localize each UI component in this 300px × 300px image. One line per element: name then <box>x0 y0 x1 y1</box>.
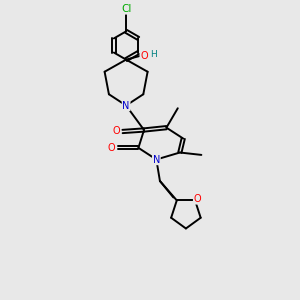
Text: H: H <box>150 50 157 59</box>
Text: N: N <box>153 154 160 164</box>
Text: O: O <box>194 194 201 204</box>
Text: O: O <box>112 127 120 136</box>
Text: N: N <box>122 100 130 110</box>
Text: O: O <box>140 51 148 61</box>
Text: Cl: Cl <box>121 4 131 14</box>
Text: O: O <box>108 143 116 153</box>
